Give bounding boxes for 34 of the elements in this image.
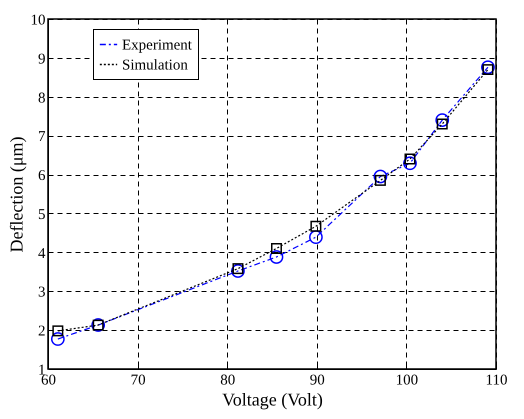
y-tick-label: 5 bbox=[38, 206, 46, 223]
y-tick-label: 2 bbox=[38, 324, 46, 340]
x-tick-label: 90 bbox=[310, 372, 325, 388]
point bbox=[374, 170, 388, 184]
point bbox=[270, 250, 284, 264]
x-tick-label: 70 bbox=[130, 372, 146, 388]
y-tick-label: 6 bbox=[38, 168, 46, 184]
x-tick-label: 100 bbox=[396, 372, 418, 388]
legend-label: Experiment bbox=[122, 38, 193, 54]
point bbox=[231, 264, 245, 278]
y-tick-label: 9 bbox=[38, 51, 46, 68]
x-axis-title: Voltage (Volt) bbox=[222, 390, 323, 410]
point bbox=[309, 230, 323, 244]
point bbox=[436, 118, 448, 130]
point bbox=[310, 220, 322, 232]
point bbox=[403, 156, 417, 170]
point bbox=[50, 332, 65, 346]
point bbox=[481, 60, 495, 74]
point bbox=[404, 154, 416, 164]
y-tick-label: 10 bbox=[30, 12, 46, 28]
y-tick-label: 8 bbox=[38, 90, 46, 106]
point bbox=[374, 174, 386, 186]
y-tick-label: 7 bbox=[38, 129, 46, 146]
point bbox=[482, 64, 494, 76]
x-tick-label: 110 bbox=[486, 372, 508, 388]
point bbox=[435, 113, 450, 127]
x-tick-label: 80 bbox=[220, 372, 236, 388]
y-axis-title: Deflection (μm) bbox=[6, 136, 26, 253]
point bbox=[232, 263, 244, 274]
point bbox=[52, 325, 64, 336]
legend-label: Simulation bbox=[122, 58, 188, 74]
y-tick-label: 4 bbox=[38, 246, 46, 262]
y-tick-label: 3 bbox=[38, 284, 46, 301]
point bbox=[270, 242, 282, 254]
